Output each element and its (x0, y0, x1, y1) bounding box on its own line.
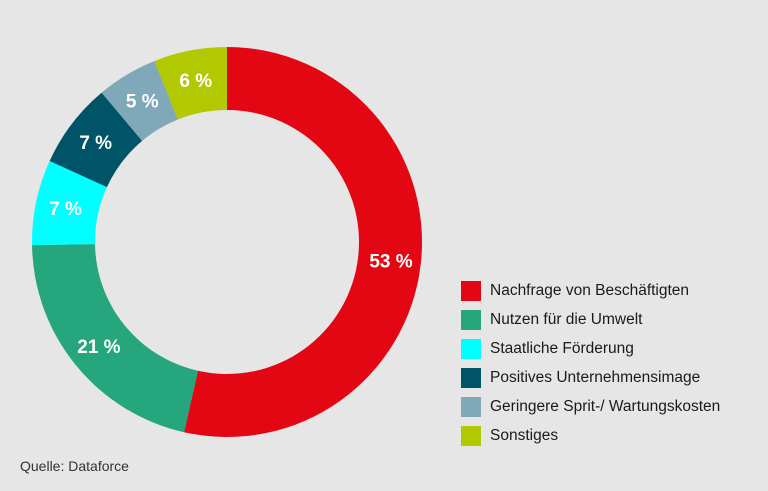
legend-item: Sonstiges (461, 421, 720, 450)
source-note: Quelle: Dataforce (20, 458, 129, 474)
legend-label: Nutzen für die Umwelt (490, 310, 643, 328)
data-label: 5 % (126, 91, 159, 112)
legend-item: Staatliche Förderung (461, 334, 720, 363)
legend-label: Positives Unternehmensimage (490, 368, 701, 386)
legend-swatch (461, 280, 481, 301)
legend-label: Geringere Sprit-/ Wartungskosten (490, 397, 721, 415)
data-label: 53 % (369, 251, 412, 272)
donut-slice (154, 47, 227, 120)
data-label: 6 % (179, 71, 212, 92)
donut-slice (184, 47, 423, 437)
donut-slice (49, 92, 143, 188)
legend-label: Sonstiges (490, 426, 559, 444)
legend-label: Nachfrage von Beschäftigten (490, 281, 690, 299)
data-label: 7 % (79, 133, 112, 154)
data-label: 7 % (49, 199, 82, 220)
data-label: 21 % (77, 337, 120, 358)
legend-swatch (461, 425, 481, 446)
legend-item: Geringere Sprit-/ Wartungskosten (461, 392, 720, 421)
legend-swatch (461, 367, 481, 388)
legend: Nachfrage von Beschäftigten Nutzen für di… (461, 276, 720, 450)
donut-slice (31, 160, 107, 246)
legend-swatch (461, 338, 481, 359)
legend-item: Positives Unternehmensimage (461, 363, 720, 392)
legend-label: Staatliche Förderung (490, 339, 634, 357)
donut-slice (101, 60, 178, 141)
legend-swatch (461, 309, 481, 330)
donut-slice (32, 244, 198, 433)
legend-item: Nutzen für die Umwelt (461, 305, 720, 334)
legend-item: Nachfrage von Beschäftigten (461, 276, 720, 305)
legend-swatch (461, 396, 481, 417)
